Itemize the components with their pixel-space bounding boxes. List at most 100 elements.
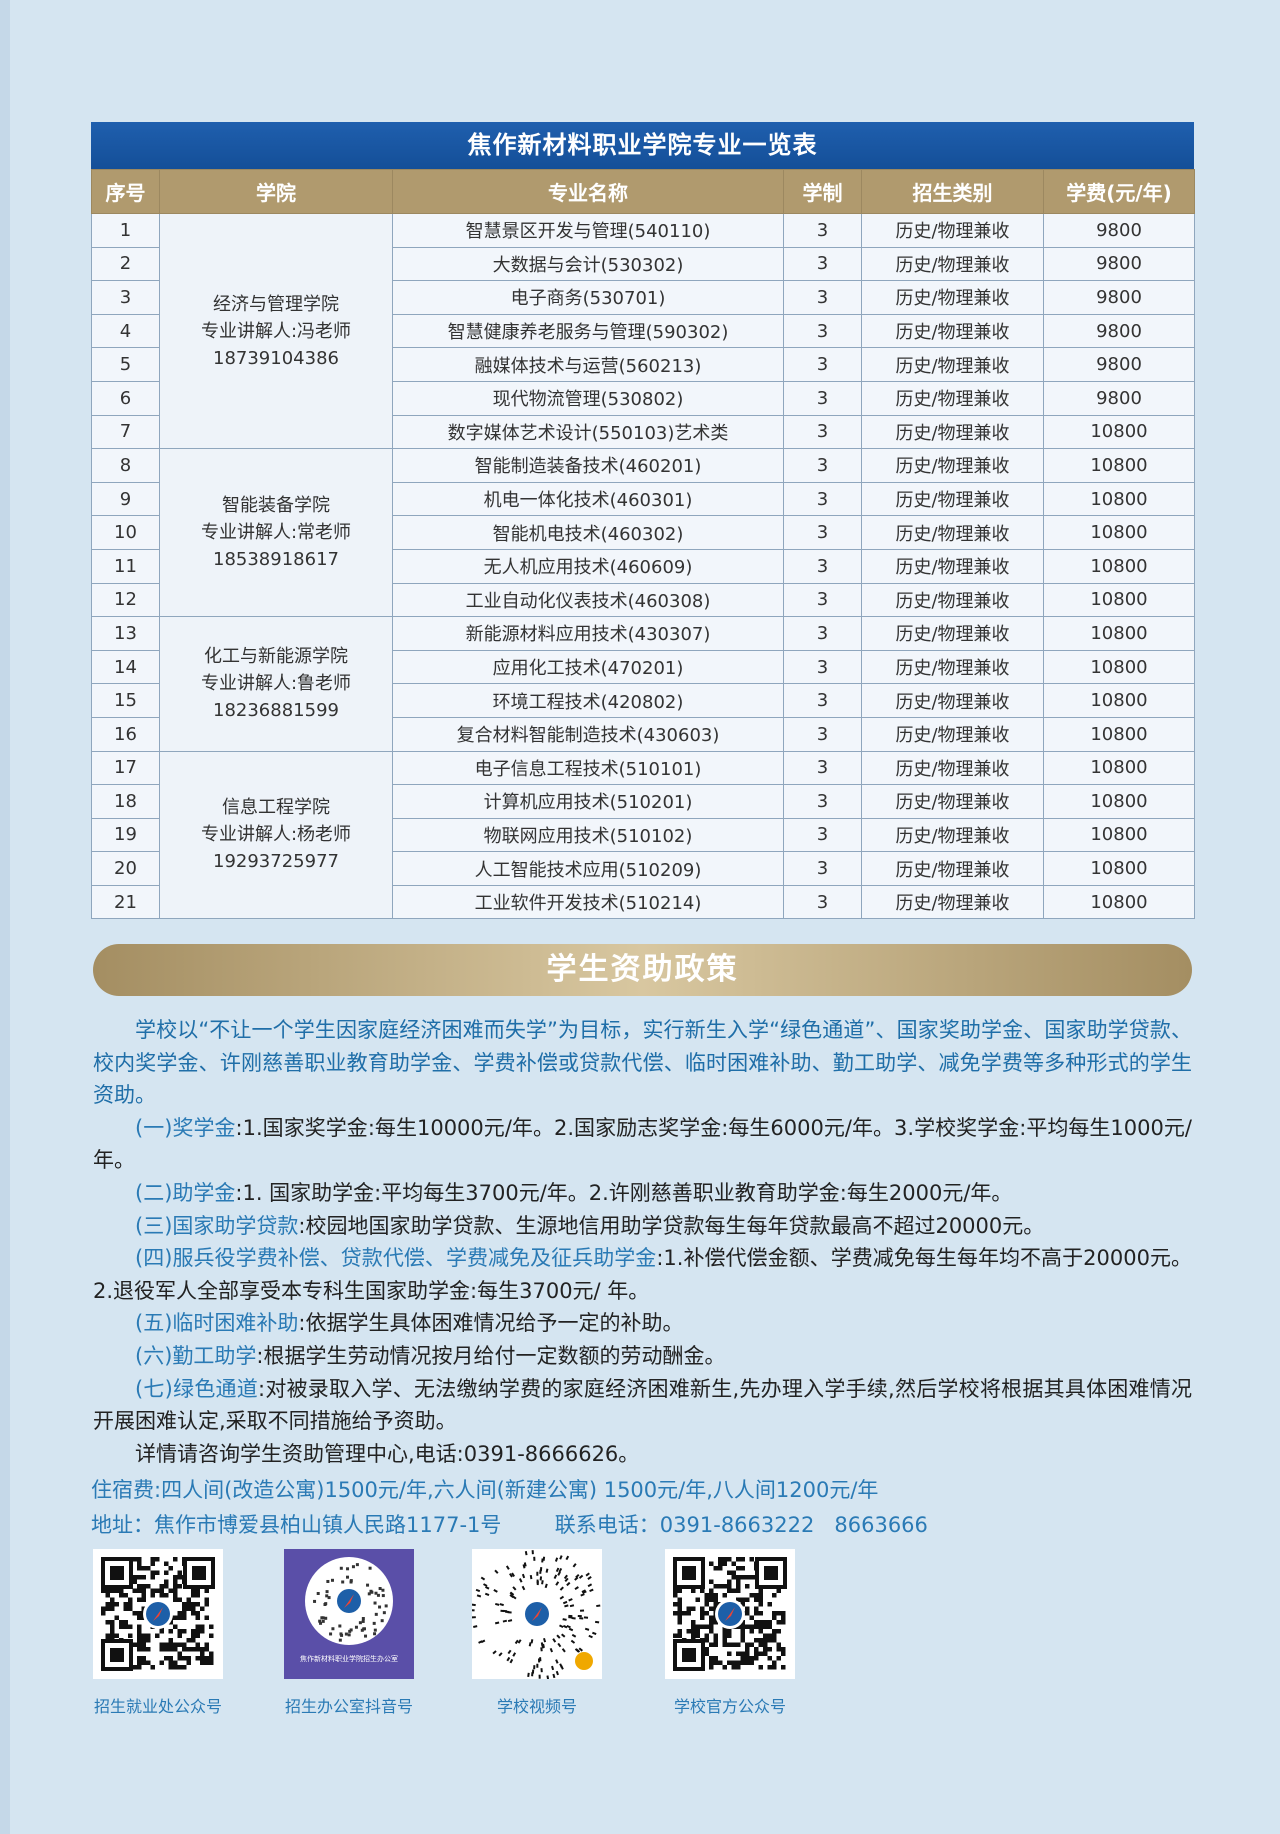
row-seq: 16 <box>91 716 160 752</box>
study-years: 3 <box>783 414 862 450</box>
study-years: 3 <box>783 616 862 651</box>
policy-item-heading: (三)国家助学贷款 <box>135 1213 299 1238</box>
major-table: 焦作新材料职业学院专业一览表 序号 学院 专业名称 学制 招生类别 学费(元/年… <box>91 122 1195 920</box>
college-phone: 19293725977 <box>213 851 339 873</box>
table-row: 19 物联网应用技术(510102) 3 历史/物理兼收 10800 <box>91 817 1195 853</box>
enrollment-category: 历史/物理兼收 <box>861 481 1044 517</box>
qr-label: 招生就业处公众号 <box>93 1697 222 1716</box>
major-name: 电子商务(530701) <box>392 280 784 315</box>
table-row: 12 工业自动化仪表技术(460308) 3 历史/物理兼收 10800 <box>91 582 1195 618</box>
channels-qr-icon[interactable] <box>472 1549 602 1679</box>
major-name: 复合材料智能制造技术(430603) <box>392 716 784 752</box>
row-seq: 9 <box>91 481 160 517</box>
enrollment-category: 历史/物理兼收 <box>861 347 1044 382</box>
major-name: 物联网应用技术(510102) <box>392 817 784 853</box>
major-name: 大数据与会计(530302) <box>392 246 784 282</box>
tuition-fee: 10800 <box>1043 683 1195 718</box>
row-seq: 7 <box>91 414 160 450</box>
tuition-fee: 10800 <box>1043 884 1195 920</box>
header-category: 招生类别 <box>861 169 1044 214</box>
college-phone: 18236881599 <box>213 700 339 722</box>
tuition-fee: 10800 <box>1043 851 1195 886</box>
row-seq: 19 <box>91 817 160 853</box>
address: 地址：焦作市博爱县柏山镇人民路1177-1号 <box>91 1513 502 1537</box>
study-years: 3 <box>783 884 862 920</box>
policy-item: (三)国家助学贷款:校园地国家助学贷款、生源地信用助学贷款每生每年贷款最高不超过… <box>93 1210 1192 1243</box>
major-name: 计算机应用技术(510201) <box>392 784 784 819</box>
study-years: 3 <box>783 246 862 282</box>
header-major: 专业名称 <box>392 169 784 214</box>
enrollment-category: 历史/物理兼收 <box>861 716 1044 752</box>
table-header-row: 序号 学院 专业名称 学制 招生类别 学费(元/年) <box>91 169 1195 214</box>
study-years: 3 <box>783 213 862 248</box>
major-name: 新能源材料应用技术(430307) <box>392 616 784 651</box>
header-years: 学制 <box>783 169 862 214</box>
page-edge <box>0 0 10 1834</box>
major-name: 工业软件开发技术(510214) <box>392 884 784 920</box>
major-name: 智慧景区开发与管理(540110) <box>392 213 784 248</box>
tuition-fee: 10800 <box>1043 784 1195 819</box>
row-seq: 20 <box>91 851 160 886</box>
study-years: 3 <box>783 380 862 416</box>
enrollment-category: 历史/物理兼收 <box>861 582 1044 618</box>
college-cell: 经济与管理学院 专业讲解人:冯老师 18739104386 <box>159 212 393 450</box>
study-years: 3 <box>783 582 862 618</box>
tuition-fee: 10800 <box>1043 649 1195 685</box>
lodging-fee: 住宿费:四人间(改造公寓)1500元/年,六人间(新建公寓) 1500元/年,八… <box>91 1478 879 1502</box>
study-years: 3 <box>783 481 862 517</box>
college-cell: 智能装备学院 专业讲解人:常老师 18538918617 <box>159 448 393 618</box>
table-row: 15 环境工程技术(420802) 3 历史/物理兼收 10800 <box>91 683 1195 718</box>
college-contact: 专业讲解人:杨老师 <box>200 824 352 846</box>
table-row: 18 计算机应用技术(510201) 3 历史/物理兼收 10800 <box>91 784 1195 819</box>
major-name: 人工智能技术应用(510209) <box>392 851 784 886</box>
college-name: 经济与管理学院 <box>213 293 339 315</box>
policy-item-body: :1. 国家助学金:平均每生3700元/年。2.许刚慈善职业教育助学金:每生20… <box>235 1180 1013 1205</box>
qr-code-icon[interactable] <box>93 1549 223 1679</box>
table-row: 9 机电一体化技术(460301) 3 历史/物理兼收 10800 <box>91 481 1195 517</box>
policy-item-body: :根据学生劳动情况按月给付一定数额的劳动酬金。 <box>256 1343 726 1368</box>
policy-item: (七)绿色通道:对被录取入学、无法缴纳学费的家庭经济困难新生,先办理入学手续,然… <box>93 1373 1192 1438</box>
enrollment-category: 历史/物理兼收 <box>861 784 1044 819</box>
major-name: 工业自动化仪表技术(460308) <box>392 582 784 618</box>
row-seq: 1 <box>91 213 160 248</box>
study-years: 3 <box>783 649 862 685</box>
qr-code-icon[interactable] <box>665 1549 795 1679</box>
douyin-qr-icon[interactable]: 焦作新材料职业学院招生办公室 <box>284 1549 414 1679</box>
policy-item-body: :1.补偿代偿金额、学费减免每生每年均不高于20000元。2.退役军人全部享受本… <box>93 1246 1192 1303</box>
major-name: 机电一体化技术(460301) <box>392 481 784 517</box>
qr-label: 招生办公室抖音号 <box>284 1697 413 1716</box>
table-title: 焦作新材料职业学院专业一览表 <box>91 122 1194 169</box>
major-name: 智能制造装备技术(460201) <box>392 448 784 483</box>
major-name: 数字媒体艺术设计(550103)艺术类 <box>392 414 784 450</box>
phone: 联系电话：0391-8663222 8663666 <box>554 1513 928 1537</box>
college-phone: 18739104386 <box>213 347 339 369</box>
qr-block[interactable]: 学校官方公众号 <box>665 1549 795 1717</box>
row-seq: 10 <box>91 515 160 550</box>
policy-item: (一)奖学金:1.国家奖学金:每生10000元/年。2.国家励志奖学金:每生60… <box>93 1112 1192 1177</box>
enrollment-category: 历史/物理兼收 <box>861 616 1044 651</box>
enrollment-category: 历史/物理兼收 <box>861 750 1044 786</box>
tuition-fee: 10800 <box>1043 716 1195 752</box>
major-name: 现代物流管理(530802) <box>392 380 784 416</box>
table-row: 3 电子商务(530701) 3 历史/物理兼收 9800 <box>91 280 1195 315</box>
table-row: 13 化工与新能源学院 专业讲解人:鲁老师 18236881599 新能源材料应用技术(… <box>91 616 1195 752</box>
enrollment-category: 历史/物理兼收 <box>861 213 1044 248</box>
qr-block[interactable]: 学校视频号 <box>472 1549 602 1717</box>
policy-item-heading: (六)勤工助学 <box>135 1343 257 1368</box>
row-seq: 15 <box>91 683 160 718</box>
policy-item-heading: (五)临时困难补助 <box>135 1311 299 1336</box>
enrollment-category: 历史/物理兼收 <box>861 448 1044 483</box>
study-years: 3 <box>783 817 862 853</box>
policy-item-heading: (一)奖学金 <box>135 1115 236 1140</box>
qr-block[interactable]: 焦作新材料职业学院招生办公室招生办公室抖音号 <box>284 1549 414 1717</box>
qr-block[interactable]: 招生就业处公众号 <box>93 1549 223 1717</box>
enrollment-category: 历史/物理兼收 <box>861 280 1044 315</box>
policy-text: 学校以“不让一个学生因家庭经济困难而失学”为目标，实行新生入学“绿色通道”、国家… <box>93 1014 1192 1470</box>
table-row: 1 经济与管理学院 专业讲解人:冯老师 18739104386 智慧景区开发与管理(54… <box>91 212 1195 450</box>
college-cell: 信息工程学院 专业讲解人:杨老师 19293725977 <box>159 750 393 920</box>
study-years: 3 <box>783 548 862 584</box>
tuition-fee: 10800 <box>1043 817 1195 853</box>
study-years: 3 <box>783 683 862 718</box>
study-years: 3 <box>783 515 862 550</box>
policy-item-body: :1.国家奖学金:每生10000元/年。2.国家励志奖学金:每生6000元/年。… <box>93 1115 1192 1173</box>
